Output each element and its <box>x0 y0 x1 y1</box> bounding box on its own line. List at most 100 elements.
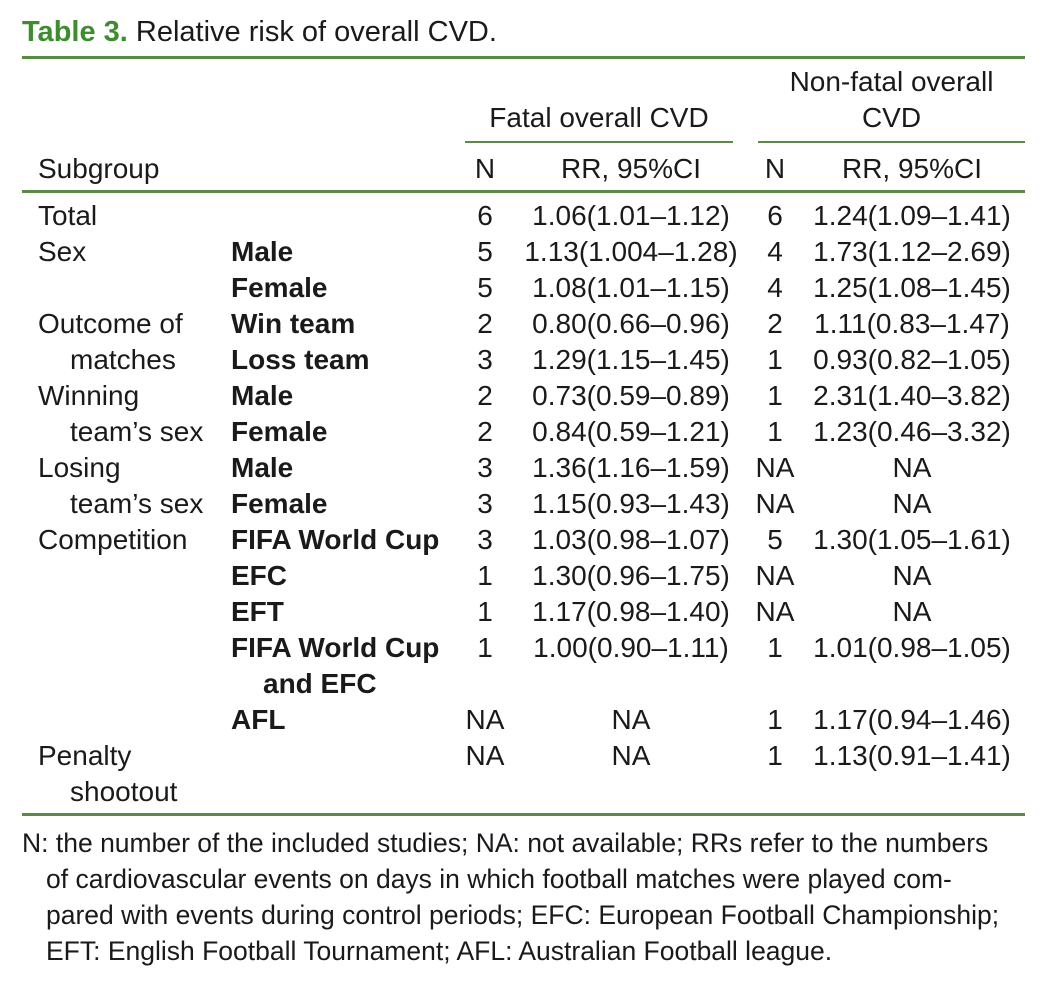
subgroup-cell: team’s sex <box>70 488 204 519</box>
level-cell: Female <box>231 488 328 519</box>
footnote-line: of cardiovascular events on days in whic… <box>46 864 952 894</box>
nonfatal-n-cell: 1 <box>767 416 783 447</box>
level-cell: FIFA World Cup <box>231 632 440 663</box>
fatal-rr-cell: 0.84(0.59–1.21) <box>532 416 730 447</box>
level-cell: EFT <box>231 596 284 627</box>
fatal-rr-cell: 0.80(0.66–0.96) <box>532 308 730 339</box>
fatal-rr-cell: 1.00(0.90–1.11) <box>533 632 729 663</box>
nonfatal-n-cell: NA <box>755 596 795 627</box>
fatal-rr-cell: 1.08(1.01–1.15) <box>532 272 730 303</box>
nonfatal-rr-header: RR, 95%CI <box>841 153 983 184</box>
level-cell-continued: and EFC <box>263 668 377 699</box>
nonfatal-n-cell: NA <box>755 560 795 591</box>
nonfatal-n-cell: 1 <box>767 704 783 735</box>
level-cell: Win team <box>231 308 356 339</box>
nonfatal-n-header: N <box>764 153 786 184</box>
subgroup-cell: team’s sex <box>70 416 204 447</box>
fatal-rr-cell: 1.30(0.96–1.75) <box>532 560 730 591</box>
subgroup-cell: Outcome of <box>38 308 183 339</box>
nonfatal-group-header-line1: Non-fatal overall <box>789 66 994 97</box>
subgroup-cell: Competition <box>38 524 188 555</box>
fatal-n-cell: 2 <box>477 308 493 339</box>
fatal-rr-cell: 1.29(1.15–1.45) <box>532 344 730 375</box>
nonfatal-rr-cell: 1.11(0.83–1.47) <box>814 308 1010 339</box>
fatal-rr-cell: 1.06(1.01–1.12) <box>532 200 730 231</box>
nonfatal-n-cell: 2 <box>767 308 783 339</box>
nonfatal-rr-cell: 1.24(1.09–1.41) <box>813 200 1011 231</box>
footnote-line: N: the number of the included studies; N… <box>22 828 989 858</box>
fatal-rr-cell: NA <box>611 704 651 735</box>
nonfatal-rr-cell: 1.17(0.94–1.46) <box>813 704 1011 735</box>
nonfatal-rr-cell: 1.13(0.91–1.41) <box>813 740 1011 771</box>
footnote-line: EFT: English Football Tournament; AFL: A… <box>46 936 833 966</box>
nonfatal-n-cell: 1 <box>767 632 783 663</box>
table-footnote: N: the number of the included studies; N… <box>22 825 1027 969</box>
fatal-rr-cell: 0.73(0.59–0.89) <box>532 380 730 411</box>
subgroup-header: Subgroup <box>38 153 160 184</box>
subgroup-cell: matches <box>70 344 176 375</box>
nonfatal-rr-cell: NA <box>892 452 932 483</box>
fatal-n-cell: 3 <box>477 524 493 555</box>
subgroup-cell: Sex <box>38 236 87 267</box>
level-cell: AFL <box>231 704 286 735</box>
level-cell: Female <box>231 272 328 303</box>
nonfatal-rr-cell: NA <box>892 596 932 627</box>
fatal-rr-cell: NA <box>611 740 651 771</box>
fatal-n-cell: 3 <box>477 344 493 375</box>
fatal-n-cell: NA <box>465 704 505 735</box>
nonfatal-group-rule <box>758 141 1025 143</box>
nonfatal-rr-cell: 1.23(0.46–3.32) <box>813 416 1011 447</box>
subgroup-cell: Losing <box>38 452 121 483</box>
fatal-n-header: N <box>474 153 496 184</box>
table-title: Relative risk of overall CVD. <box>135 16 497 48</box>
nonfatal-rr-cell: 1.73(1.12–2.69) <box>813 236 1011 267</box>
nonfatal-rr-cell: 2.31(1.40–3.82) <box>813 380 1011 411</box>
nonfatal-rr-cell: 1.30(1.05–1.61) <box>813 524 1011 555</box>
level-cell: Male <box>231 452 294 483</box>
nonfatal-n-cell: NA <box>755 488 795 519</box>
nonfatal-n-cell: 1 <box>767 740 783 771</box>
level-cell: EFC <box>231 560 287 591</box>
fatal-group-header: Fatal overall CVD <box>489 102 709 133</box>
subgroup-cell: Penalty <box>38 740 132 771</box>
header-rule <box>22 190 1025 193</box>
fatal-n-cell: 3 <box>477 488 493 519</box>
top-rule <box>22 56 1025 59</box>
fatal-rr-cell: 1.36(1.16–1.59) <box>532 452 730 483</box>
nonfatal-rr-cell: 0.93(0.82–1.05) <box>813 344 1011 375</box>
subgroup-cell-continued: shootout <box>70 776 178 807</box>
fatal-rr-cell: 1.17(0.98–1.40) <box>532 596 730 627</box>
fatal-rr-cell: 1.03(0.98–1.07) <box>532 524 730 555</box>
level-cell: FIFA World Cup <box>231 524 440 555</box>
fatal-n-cell: 2 <box>477 416 493 447</box>
nonfatal-group-header-line2: CVD <box>861 102 922 133</box>
fatal-n-cell: 6 <box>477 200 493 231</box>
table-caption: Table 3. Relative risk of overall CVD. <box>22 14 497 50</box>
fatal-n-cell: NA <box>465 740 505 771</box>
level-cell: Female <box>231 416 328 447</box>
nonfatal-n-cell: 1 <box>767 380 783 411</box>
level-cell: Loss team <box>231 344 370 375</box>
footnote-line: pared with events during control periods… <box>46 900 1000 930</box>
fatal-rr-cell: 1.13(1.004–1.28) <box>524 236 738 267</box>
nonfatal-rr-cell: NA <box>892 560 932 591</box>
fatal-n-cell: 5 <box>477 236 493 267</box>
fatal-n-cell: 1 <box>477 560 493 591</box>
fatal-n-cell: 5 <box>477 272 493 303</box>
fatal-rr-header: RR, 95%CI <box>560 153 702 184</box>
subgroup-cell: Winning <box>38 380 140 411</box>
fatal-n-cell: 2 <box>477 380 493 411</box>
level-cell: Male <box>231 236 294 267</box>
fatal-n-cell: 1 <box>477 632 493 663</box>
nonfatal-n-cell: NA <box>755 452 795 483</box>
fatal-n-cell: 1 <box>477 596 493 627</box>
fatal-rr-cell: 1.15(0.93–1.43) <box>532 488 730 519</box>
nonfatal-n-cell: 4 <box>767 272 783 303</box>
fatal-n-cell: 3 <box>477 452 493 483</box>
nonfatal-rr-cell: 1.01(0.98–1.05) <box>813 632 1011 663</box>
nonfatal-n-cell: 1 <box>767 344 783 375</box>
fatal-group-rule <box>465 141 733 143</box>
nonfatal-n-cell: 6 <box>767 200 783 231</box>
table-label: Table 3. <box>22 16 128 48</box>
subgroup-cell: Total <box>38 200 98 231</box>
